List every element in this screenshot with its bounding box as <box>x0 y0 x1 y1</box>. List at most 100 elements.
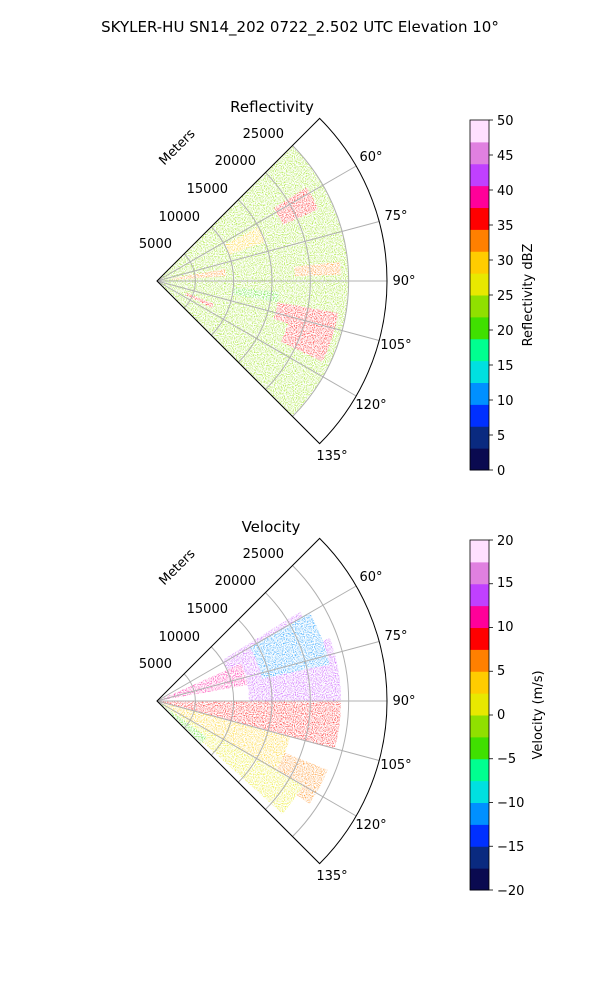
colorbar-segment <box>470 627 489 650</box>
field-region <box>273 302 339 338</box>
velocity-colorbar-ticks <box>489 539 493 891</box>
velocity-azimuth-ticks: 60° 75° 90° 105° 120° 135° <box>316 570 415 884</box>
colorbar-segment <box>470 207 489 230</box>
velocity-colorbar-bar <box>470 540 489 891</box>
colorbar-tick-label: 10 <box>497 394 514 409</box>
colorbar-segment <box>470 802 489 825</box>
field-region <box>232 287 280 303</box>
field-region <box>274 187 319 225</box>
range-tick-label: 15000 <box>187 602 228 617</box>
azimuth-spoke <box>156 640 380 702</box>
range-tick-label: 20000 <box>215 154 256 169</box>
velocity-field <box>157 611 341 814</box>
colorbar-segment <box>470 758 489 782</box>
velocity-sector-frame <box>156 537 388 865</box>
colorbar-segment <box>470 780 489 803</box>
reflectivity-colorbar-ticks <box>489 119 493 471</box>
colorbar-tick-label: −15 <box>497 840 524 855</box>
field-region <box>281 321 333 362</box>
colorbar-label: Velocity (m/s) <box>531 670 546 759</box>
reflectivity-colorbar-bar <box>470 120 489 471</box>
range-tick-label: 15000 <box>187 182 228 197</box>
colorbar-tick-label: 45 <box>497 149 514 164</box>
colorbar-segment <box>470 382 489 405</box>
colorbar-segment <box>470 671 489 694</box>
colorbar-tick-label: 15 <box>497 576 514 591</box>
azimuth-tick-label: 90° <box>392 274 415 289</box>
colorbar-tick-label: 5 <box>497 429 505 444</box>
azimuth-tick-label: 90° <box>392 694 415 709</box>
colorbar-segment <box>470 185 489 208</box>
colorbar-tick-label: −5 <box>497 752 516 767</box>
velocity-panel: Velocity 5000 10000 15000 20000 25000 Me… <box>139 518 546 899</box>
azimuth-tick-label: 60° <box>359 570 382 585</box>
azimuth-tick-label: 135° <box>316 449 347 464</box>
colorbar-tick-label: −10 <box>497 796 524 811</box>
azimuth-tick-label: 120° <box>355 398 386 413</box>
azimuth-tick-label: 135° <box>316 869 347 884</box>
colorbar-segment <box>470 426 489 449</box>
colorbar-tick-label: 20 <box>497 534 514 549</box>
field-region <box>157 701 291 770</box>
colorbar-segment <box>470 448 489 471</box>
field-region <box>157 701 207 744</box>
reflectivity-panel: Reflectivity 5000 10000 15000 20000 2500… <box>139 98 536 479</box>
range-tick-label: 5000 <box>139 657 172 672</box>
field-region <box>294 261 341 277</box>
colorbar-segment <box>470 693 489 716</box>
colorbar-tick-label: −20 <box>497 884 524 899</box>
range-tick-label: 10000 <box>159 210 200 225</box>
colorbar-tick-label: 20 <box>497 324 514 339</box>
colorbar-tick-label: 0 <box>497 464 505 479</box>
colorbar-segment <box>470 583 489 607</box>
colorbar-segment <box>470 360 489 383</box>
colorbar-segment <box>470 141 489 165</box>
colorbar-segment <box>470 229 489 252</box>
colorbar-tick-label: 10 <box>497 620 514 635</box>
reflectivity-colorbar: 0 5 10 15 20 25 30 35 40 45 50 Reflectiv… <box>469 114 536 479</box>
colorbar-segment <box>470 649 489 672</box>
azimuth-tick-label: 105° <box>380 758 411 773</box>
range-tick-label: 20000 <box>215 574 256 589</box>
range-axis-label: Meters <box>157 546 199 588</box>
colorbar-tick-label: 40 <box>497 184 514 199</box>
field-region <box>249 612 330 679</box>
range-tick-label: 25000 <box>243 127 284 142</box>
colorbar-tick-label: 35 <box>497 219 514 234</box>
colorbar-segment <box>470 846 489 869</box>
reflectivity-azimuth-ticks: 60° 75° 90° 105° 120° 135° <box>316 150 415 464</box>
azimuth-tick-label: 75° <box>384 629 407 644</box>
colorbar-tick-label: 15 <box>497 359 514 374</box>
azimuth-spoke <box>156 700 357 817</box>
colorbar-segment <box>470 295 489 318</box>
azimuth-tick-label: 60° <box>359 150 382 165</box>
velocity-panel-title: Velocity <box>242 518 301 536</box>
colorbar-segment <box>470 163 489 187</box>
reflectivity-sector-frame <box>156 117 388 445</box>
colorbar-label: Reflectivity dBZ <box>521 244 536 347</box>
colorbar-segment <box>470 251 489 274</box>
colorbar-segment <box>470 715 489 738</box>
colorbar-segment <box>470 120 489 143</box>
colorbar-segment <box>470 404 489 427</box>
field-region <box>157 663 248 701</box>
azimuth-spoke <box>156 585 357 702</box>
azimuth-spoke <box>156 280 380 342</box>
colorbar-segment <box>470 561 489 585</box>
azimuth-tick-label: 120° <box>355 818 386 833</box>
colorbar-segment <box>470 605 489 628</box>
range-tick-label: 25000 <box>243 547 284 562</box>
azimuth-spoke <box>156 220 380 282</box>
range-axis-label: Meters <box>157 126 199 168</box>
colorbar-segment <box>470 868 489 891</box>
colorbar-tick-label: 5 <box>497 664 505 679</box>
colorbar-segment <box>470 273 489 296</box>
colorbar-segment <box>470 316 489 340</box>
colorbar-segment <box>470 540 489 563</box>
azimuth-tick-label: 105° <box>380 338 411 353</box>
azimuth-spoke <box>156 280 357 397</box>
colorbar-tick-label: 50 <box>497 114 514 129</box>
azimuth-spoke <box>156 165 357 282</box>
